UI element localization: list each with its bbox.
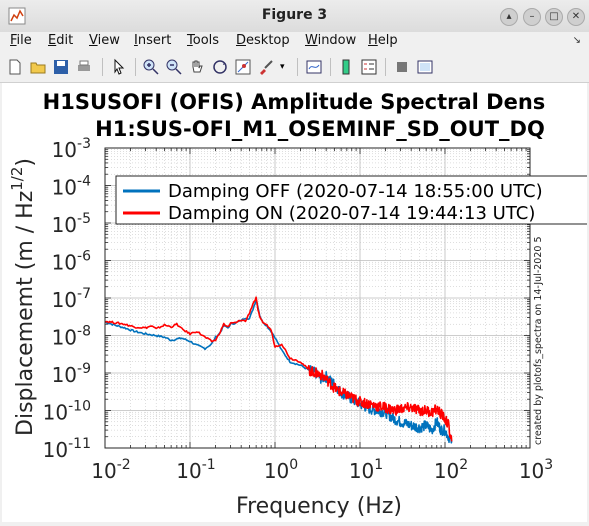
x-tick-label: 10-1 [176, 457, 215, 483]
x-tick-labels: 10-2 10-1 100 101 102 103 [91, 457, 553, 483]
y-tick-base: 10 [43, 401, 68, 425]
save-icon[interactable] [52, 58, 70, 76]
y-tick-exp: -5 [77, 211, 91, 227]
y-tick-exp: -7 [77, 286, 91, 302]
series-damping-on [105, 296, 453, 442]
open-file-icon[interactable] [29, 58, 47, 76]
show-plot-tools-icon[interactable] [416, 58, 434, 76]
y-tick-label: 10-4 [52, 174, 92, 200]
y-tick-base: 10 [52, 363, 77, 387]
window-maximize-button[interactable]: □ [545, 8, 563, 26]
legend-label-on: Damping ON (2020-07-14 19:44:13 UTC) [168, 203, 535, 224]
y-tick-label: 10-8 [52, 324, 91, 350]
y-tick-label: 10-11 [43, 436, 91, 462]
series-lines [105, 296, 453, 444]
print-icon[interactable] [75, 58, 93, 76]
figure-toolbar: ▾ [0, 52, 589, 83]
y-axis-label-main: Displacememt (m / Hz [13, 191, 38, 436]
x-tick-exp: 2 [459, 457, 468, 473]
new-figure-icon[interactable] [6, 58, 24, 76]
y-tick-base: 10 [52, 288, 77, 312]
menu-file[interactable]: File [10, 33, 32, 48]
rotate-3d-icon[interactable] [211, 58, 229, 76]
x-tick-exp: 1 [374, 457, 383, 473]
x-tick-base: 10 [176, 459, 201, 483]
x-tick-base: 10 [434, 459, 459, 483]
y-axis-label-sup: 1/2 [8, 167, 26, 191]
x-tick-exp: 0 [289, 457, 298, 473]
y-tick-exp: -6 [77, 249, 91, 265]
menu-edit[interactable]: Edit [48, 33, 74, 48]
menu-help[interactable]: Help [368, 33, 398, 48]
x-tick-exp: 3 [544, 457, 553, 473]
y-tick-label: 10-9 [52, 361, 91, 387]
pan-hand-icon[interactable] [188, 58, 206, 76]
link-plot-icon[interactable] [305, 58, 323, 76]
y-tick-exp: -3 [77, 136, 91, 152]
y-tick-base: 10 [52, 251, 77, 275]
y-tick-base: 10 [52, 326, 77, 350]
window-close-button[interactable]: ✕ [567, 8, 585, 26]
axis-ticks [104, 148, 530, 449]
window-title: Figure 3 [261, 7, 328, 23]
zoom-out-icon[interactable] [165, 58, 183, 76]
y-tick-label: 10-3 [52, 136, 91, 162]
legend-label-off: Damping OFF (2020-07-14 18:55:00 UTC) [168, 181, 543, 202]
brush-dropdown-icon[interactable]: ▾ [280, 62, 285, 72]
y-tick-label: 10-5 [52, 211, 91, 237]
window-titlebar[interactable]: Figure 3 ▴ – □ ✕ [0, 0, 589, 33]
y-axis-label: Displacememt (m / Hz1/2) [8, 158, 38, 436]
colorbar-icon[interactable] [337, 58, 355, 76]
brush-icon[interactable] [257, 58, 275, 76]
y-tick-base: 10 [52, 213, 77, 237]
y-tick-exp: -11 [68, 436, 91, 452]
menu-view[interactable]: View [89, 33, 120, 48]
menu-tools[interactable]: Tools [187, 33, 220, 48]
x-tick-base: 10 [519, 459, 544, 483]
legend-icon[interactable] [360, 58, 378, 76]
y-tick-label: 10-6 [52, 249, 92, 275]
x-tick-base: 10 [264, 459, 289, 483]
chart-title-line1: H1SUSOFI (OFIS) Amplitude Spectral Dens [43, 90, 546, 114]
x-tick-label: 10-2 [91, 457, 130, 483]
menu-window[interactable]: Window [305, 33, 357, 48]
y-tick-label: 10-7 [52, 286, 91, 312]
menu-desktop[interactable]: Desktop [236, 33, 290, 48]
menu-insert[interactable]: Insert [134, 33, 172, 48]
y-tick-exp: -8 [77, 324, 91, 340]
x-tick-base: 10 [91, 459, 116, 483]
window-minimize-button[interactable]: – [523, 8, 541, 26]
chart-title-line2: H1:SUS-OFI_M1_OSEMINF_SD_OUT_DQ [95, 117, 545, 141]
y-tick-exp: -4 [77, 174, 91, 190]
pointer-icon[interactable] [110, 58, 128, 76]
x-tick-label: 100 [264, 457, 298, 483]
y-axis-label-close: ) [13, 158, 38, 167]
figure-canvas[interactable]: H1SUSOFI (OFIS) Amplitude Spectral Dens … [2, 83, 589, 522]
y-tick-base: 10 [43, 438, 68, 462]
x-tick-label: 102 [434, 457, 468, 483]
y-tick-label: 10-10 [43, 399, 91, 425]
hide-plot-tools-icon[interactable] [393, 58, 411, 76]
y-tick-base: 10 [52, 138, 77, 162]
x-tick-base: 10 [349, 459, 374, 483]
y-tick-base: 10 [52, 176, 77, 200]
spectrum-chart: H1SUSOFI (OFIS) Amplitude Spectral Dens … [8, 90, 589, 519]
zoom-in-icon[interactable] [142, 58, 160, 76]
y-tick-exp: -9 [77, 361, 91, 377]
y-tick-exp: -10 [68, 399, 91, 415]
dock-arrow-icon[interactable]: ↘ [572, 35, 581, 46]
menu-bar: File Edit View Insert Tools Desktop Wind… [0, 32, 589, 52]
x-tick-exp: -2 [117, 457, 131, 473]
matlab-figure-icon [8, 7, 26, 25]
data-cursor-icon[interactable] [234, 58, 252, 76]
legend[interactable]: Damping OFF (2020-07-14 18:55:00 UTC) Da… [115, 175, 589, 225]
x-tick-exp: -1 [202, 457, 216, 473]
x-tick-label: 103 [519, 457, 553, 483]
x-axis-label: Frequency (Hz) [236, 494, 402, 519]
side-note: created by plotofs_spectra on 14-Jul-202… [533, 237, 544, 446]
x-tick-label: 101 [349, 457, 383, 483]
window-up-button[interactable]: ▴ [500, 8, 518, 26]
